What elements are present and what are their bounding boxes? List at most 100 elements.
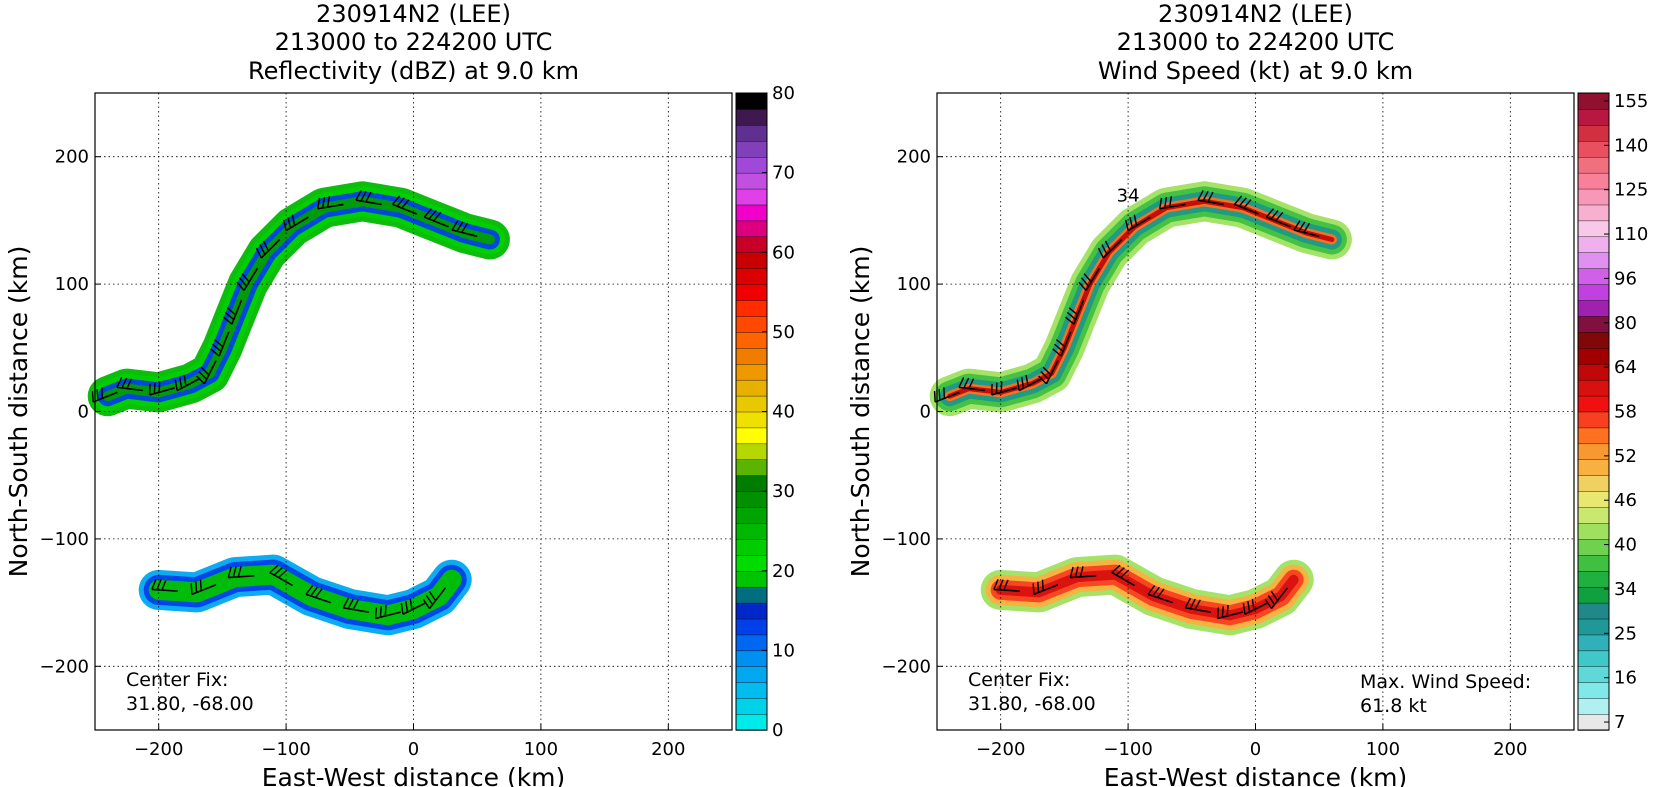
colorbar-swatch xyxy=(1577,602,1610,620)
x-tick-label: 200 xyxy=(651,739,685,760)
colorbar-swatch xyxy=(1577,331,1610,349)
colorbar-swatch xyxy=(735,682,768,699)
wind-barb xyxy=(1111,571,1135,587)
wind-barb xyxy=(228,575,255,579)
wind-barb-feather xyxy=(355,190,362,201)
wind-barb xyxy=(1185,607,1212,613)
y-tick-label: 200 xyxy=(55,147,89,168)
wind-barb-feather xyxy=(1052,348,1062,357)
colorbar-tick-label: 125 xyxy=(1614,180,1648,201)
wind-barb-feather xyxy=(1025,374,1029,387)
colorbar-swatch xyxy=(735,347,768,365)
colorbar-swatch xyxy=(735,252,768,269)
wind-barb-feather xyxy=(121,377,128,389)
colorbar-swatch xyxy=(735,283,768,301)
colorbar-swatch xyxy=(1577,236,1610,253)
colorbar-swatch xyxy=(735,475,768,492)
wind-barb-feather xyxy=(326,196,331,208)
wind-barb-feather xyxy=(198,371,208,380)
wind-barb-feather xyxy=(1000,381,1003,393)
colorbar-swatch xyxy=(1577,554,1610,572)
wind-barb-feather xyxy=(1207,191,1214,203)
wind-barb xyxy=(231,299,243,325)
colorbar-swatch xyxy=(1577,634,1610,652)
wind-barb xyxy=(993,588,1020,592)
colorbar-swatch xyxy=(1577,283,1610,301)
wind-barb-feather xyxy=(1238,197,1247,207)
wind-barb-feather xyxy=(273,567,283,576)
colorbar-swatch xyxy=(1577,267,1610,285)
colorbar-swatch xyxy=(735,697,768,715)
colorbar-swatch xyxy=(1577,204,1610,222)
colorbar-swatch xyxy=(1577,411,1610,429)
wind-barb-feather xyxy=(1243,199,1252,209)
wind-barb-feather xyxy=(310,586,318,597)
y-tick-label: −100 xyxy=(882,529,931,550)
colorbar-swatch xyxy=(735,506,768,524)
wind-barb-feather xyxy=(1129,217,1134,229)
wind-barb xyxy=(1085,267,1101,291)
wind-barb-feather xyxy=(1270,591,1279,602)
wind-barb-feather xyxy=(237,566,242,578)
wind-barb-feather xyxy=(401,199,410,209)
wind-barb-feather xyxy=(379,606,382,618)
x-tick-label: 0 xyxy=(1250,739,1261,760)
colorbar-swatch xyxy=(1577,650,1610,667)
wind-barb-feather xyxy=(1032,583,1035,595)
colorbar-tick-label: 155 xyxy=(1614,91,1648,112)
y-tick-label: −200 xyxy=(40,656,89,677)
contour-label: 34 xyxy=(1117,185,1140,206)
wind-barb-feather xyxy=(1068,307,1079,316)
wind-barb-feather xyxy=(1247,601,1251,613)
wind-barb-feather xyxy=(1042,366,1052,376)
x-tick-label: 200 xyxy=(1493,739,1527,760)
wind-barb-feather xyxy=(195,581,198,593)
wind-barb-feather xyxy=(196,375,205,385)
colorbar-swatch xyxy=(1577,347,1610,365)
wind-barb-feather xyxy=(1202,190,1209,202)
wind-barb xyxy=(991,387,1017,396)
colorbar-swatch xyxy=(735,236,768,253)
colorbar-tick-label: 40 xyxy=(772,402,795,423)
wind-barb-feather xyxy=(423,208,433,218)
colorbar-swatch xyxy=(735,172,768,190)
colorbar-swatch xyxy=(1577,506,1610,524)
x-axis-label: East-West distance (km) xyxy=(1104,763,1408,787)
x-tick-label: −100 xyxy=(261,739,310,760)
wind-barb xyxy=(218,331,230,357)
wind-barb-feather xyxy=(148,383,151,395)
wind-barb xyxy=(1197,199,1224,206)
wind-barb-feather xyxy=(1267,595,1276,605)
colorbar-tick-label: 80 xyxy=(1614,313,1637,334)
colorbar-tick-label: 96 xyxy=(1614,268,1637,289)
wind-barb-feather xyxy=(291,214,296,226)
wind-barb-feather xyxy=(1069,566,1074,578)
wind-barb-feather xyxy=(1226,605,1229,617)
colorbar-tick-label: 64 xyxy=(1614,357,1637,378)
colorbar-swatch xyxy=(735,538,768,556)
wind-barb xyxy=(355,199,382,206)
colorbar-swatch xyxy=(735,666,768,683)
wind-barb-feather xyxy=(1066,311,1077,321)
colorbar-swatch xyxy=(735,267,768,285)
wind-barb-feather xyxy=(433,211,442,222)
colorbar-swatch xyxy=(1577,315,1610,333)
colorbar-swatch xyxy=(1577,618,1610,636)
chart-title-line: 230914N2 (LEE) xyxy=(1158,0,1353,28)
colorbar-tick-label: 52 xyxy=(1614,446,1637,467)
colorbar-swatch xyxy=(735,156,768,174)
wind-barb-feather xyxy=(183,374,187,387)
wind-barb-feather xyxy=(317,197,321,209)
wind-barb-feather xyxy=(1164,196,1168,209)
colorbar-swatch xyxy=(1577,140,1610,158)
colorbar-swatch xyxy=(1577,522,1610,540)
wind-barb xyxy=(1266,216,1291,228)
wind-barb-feather xyxy=(384,605,387,617)
colorbar-swatch xyxy=(735,634,768,652)
wind-barb-feather xyxy=(347,598,354,610)
wind-barb-feather xyxy=(1293,220,1301,231)
center-fix-annotation: Center Fix: xyxy=(968,669,1070,691)
wind-barb-feather xyxy=(1080,277,1090,287)
wind-barb xyxy=(151,588,178,592)
wind-barb xyxy=(1033,584,1059,596)
